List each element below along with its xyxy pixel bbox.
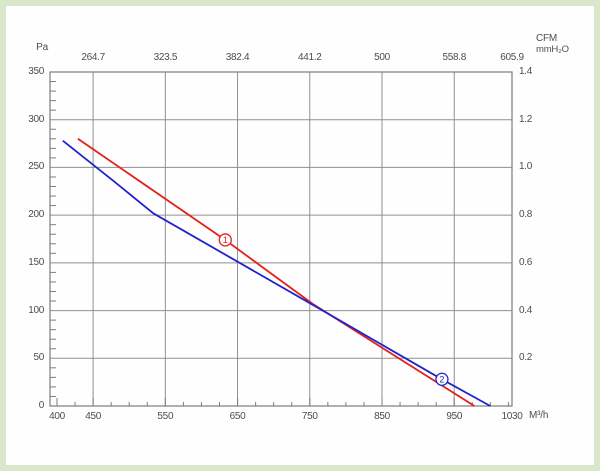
- y-right-tick-label: 1.0: [519, 161, 533, 173]
- y-left-tick-label: 300: [28, 113, 44, 125]
- x-bottom-tick-label: 850: [374, 411, 390, 422]
- x-bottom-tick-label: 550: [157, 411, 174, 422]
- x-top-tick-label: 382.4: [225, 52, 250, 63]
- series-curve-2: [62, 139, 491, 407]
- x-top-tick-label: 500: [374, 52, 390, 63]
- x-bottom-tick-label: 400: [49, 411, 65, 422]
- y-left-tick-label: 200: [28, 209, 44, 221]
- x-top-tick-label: 264.7: [81, 52, 105, 63]
- y-right-tick-label: 1.2: [519, 113, 533, 125]
- x-top-tick-label: 441.2: [298, 52, 322, 63]
- x-bottom-tick-label: 450: [85, 411, 101, 422]
- bottom-axis-unit-label: M³/h: [529, 410, 549, 421]
- y-right-tick-label: 0.2: [519, 352, 533, 364]
- y-right-tick-label: 0.6: [519, 256, 533, 268]
- x-bottom-tick-label: 1030: [501, 411, 523, 422]
- x-top-tick-label: 323.5: [153, 52, 178, 63]
- series-curve-1: [77, 138, 475, 407]
- y-right-tick-label: 0.4: [519, 304, 533, 316]
- y-left-tick-label: 0: [38, 400, 45, 411]
- y-left-tick-label: 150: [28, 256, 44, 268]
- x-bottom-tick-label: 950: [446, 411, 463, 422]
- plot-border: [49, 71, 513, 407]
- top-axis-unit-label: CFM: [536, 33, 558, 44]
- series-marker-number-1: 1: [223, 235, 228, 245]
- y-left-tick-label: 50: [33, 352, 44, 364]
- x-top-tick-label: 605.9: [500, 52, 524, 63]
- right-axis-unit-label: mmH₂O: [536, 44, 569, 55]
- y-right-tick-label: 1.4: [519, 66, 533, 77]
- series-marker-circle-1: [218, 233, 232, 247]
- y-left-tick-label: 100: [28, 304, 44, 316]
- y-right-tick-label: 0.8: [519, 209, 533, 221]
- y-left-tick-label: 350: [28, 66, 44, 77]
- left-axis-unit-label: Pa: [36, 42, 48, 53]
- series-marker-number-2: 2: [439, 374, 444, 384]
- x-bottom-tick-label: 750: [301, 411, 318, 422]
- x-top-tick-label: 558.8: [442, 52, 466, 63]
- series-marker-circle-2: [435, 372, 449, 386]
- y-left-tick-label: 250: [28, 161, 44, 173]
- x-bottom-tick-label: 650: [229, 411, 246, 422]
